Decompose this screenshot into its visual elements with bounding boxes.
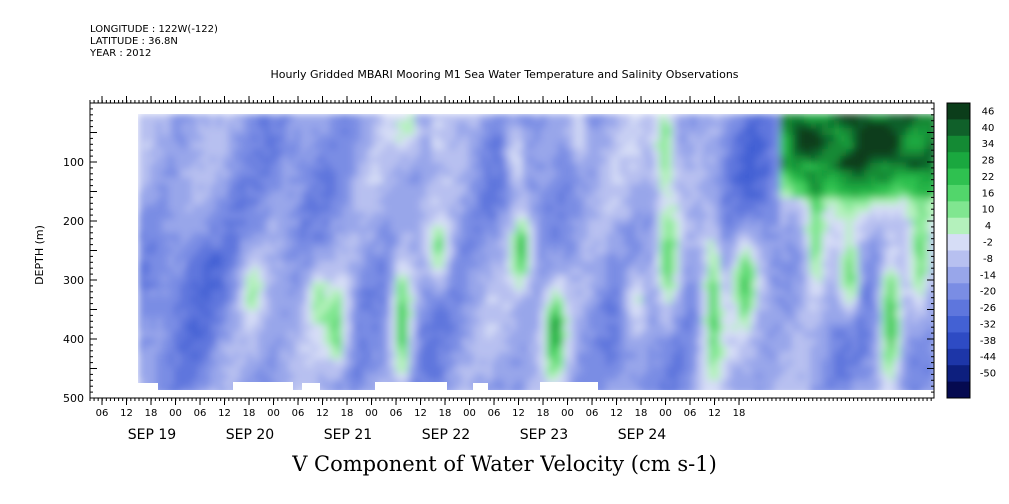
- x-hour-tick-label: 18: [439, 408, 452, 419]
- x-day-label: SEP 21: [324, 427, 372, 443]
- colorbar-label: -14: [980, 270, 996, 281]
- y-tick-label: 200: [63, 215, 84, 228]
- colorbar-label: 22: [982, 172, 995, 183]
- y-tick-label: 500: [63, 392, 84, 405]
- x-day-label: SEP 20: [226, 427, 274, 443]
- x-hour-tick-label: 00: [267, 408, 280, 419]
- colorbar-swatch: [947, 283, 970, 301]
- colorbar-swatch: [947, 217, 970, 235]
- y-tick-label: 400: [63, 333, 84, 346]
- colorbar-swatch: [947, 103, 970, 120]
- colorbar-label: -2: [983, 238, 993, 249]
- x-hour-tick-label: 12: [218, 408, 231, 419]
- x-day-label: SEP 19: [128, 427, 176, 443]
- colorbar-swatch: [947, 299, 970, 317]
- colorbar-label: 28: [982, 156, 995, 167]
- heatmap-chart: 06 12 18 00 06 12 18 00 06 12 18 00 06 12 18 00 06 12 18 00…: [33, 96, 996, 443]
- colorbar-label: -50: [980, 369, 996, 380]
- colorbar-label: 46: [982, 106, 995, 117]
- x-hour-tick-label: 12: [316, 408, 329, 419]
- colorbar-swatch: [947, 250, 970, 268]
- x-axis-title: V Component of Water Velocity (cm s-1): [292, 452, 717, 476]
- x-hour-tick-label: 12: [512, 408, 525, 419]
- colorbar-swatch: [947, 348, 970, 366]
- colorbar-label: 16: [982, 188, 995, 199]
- colorbar-swatch: [947, 152, 970, 170]
- colorbar-label: 10: [982, 205, 995, 216]
- x-hour-tick-label: 18: [243, 408, 256, 419]
- colorbar: 46 40 34 28 22 16 10 4 -2 -8 -14 -20 -26 -32 -38 -44 -50: [946, 102, 996, 399]
- x-day-label: SEP 22: [422, 427, 470, 443]
- colorbar-swatch: [947, 316, 970, 333]
- colorbar-swatch: [947, 184, 970, 202]
- x-axis: 06 12 18 00 06 12 18 00 06 12 18 00 06 12 18 00 06 12 18 00…: [89, 96, 932, 443]
- metadata-block: LONGITUDE : 122W(-122) LATITUDE : 36.8N …: [90, 24, 218, 60]
- colorbar-label: -8: [983, 254, 993, 265]
- heatmap-field: [138, 114, 934, 390]
- x-hour-tick-label: 18: [341, 408, 354, 419]
- colorbar-swatch: [947, 168, 970, 186]
- x-hour-tick-label: 06: [390, 408, 403, 419]
- x-hour-tick-label: 00: [463, 408, 476, 419]
- x-hour-tick-label: 12: [610, 408, 623, 419]
- colorbar-label: 4: [985, 221, 991, 232]
- colorbar-label: 40: [982, 123, 995, 134]
- x-hour-tick-label: 06: [586, 408, 599, 419]
- latitude-label: LATITUDE : 36.8N: [90, 36, 178, 47]
- x-hour-tick-label: 06: [684, 408, 697, 419]
- x-hour-tick-label: 12: [414, 408, 427, 419]
- x-hour-tick-label: 06: [488, 408, 501, 419]
- chart-title: Hourly Gridded MBARI Mooring M1 Sea Wate…: [270, 68, 739, 81]
- colorbar-swatch: [947, 332, 970, 350]
- colorbar-swatch: [947, 135, 970, 153]
- x-hour-tick-label: 06: [96, 408, 109, 419]
- longitude-label: LONGITUDE : 122W(-122): [90, 24, 218, 35]
- x-hour-tick-label: 00: [169, 408, 182, 419]
- x-hour-tick-label: 00: [659, 408, 672, 419]
- x-hour-tick-label: 00: [561, 408, 574, 419]
- colorbar-swatch: [947, 234, 970, 251]
- x-hour-tick-label: 12: [120, 408, 133, 419]
- colorbar-swatch: [947, 201, 970, 219]
- missing-data-notches: [138, 382, 598, 390]
- x-hour-tick-label: 06: [292, 408, 305, 419]
- y-axis-label: DEPTH (m): [33, 225, 46, 285]
- x-day-label: SEP 23: [520, 427, 568, 443]
- colorbar-swatch: [947, 365, 970, 383]
- y-axis: 100 200 300 400 500: [63, 108, 934, 405]
- colorbar-label: -26: [980, 303, 996, 314]
- x-hour-tick-label: 18: [145, 408, 158, 419]
- colorbar-label: -44: [980, 352, 996, 363]
- x-hour-tick-label: 18: [733, 408, 746, 419]
- x-hour-tick-label: 18: [635, 408, 648, 419]
- colorbar-label: -38: [980, 336, 996, 347]
- colorbar-swatch: [947, 119, 970, 137]
- colorbar-label: -32: [980, 319, 996, 330]
- y-tick-label: 300: [63, 274, 84, 287]
- colorbar-label: 34: [982, 139, 995, 150]
- x-hour-tick-label: 12: [708, 408, 721, 419]
- colorbar-label: -20: [980, 287, 996, 298]
- year-label: YEAR : 2012: [90, 48, 152, 59]
- y-tick-label: 100: [63, 156, 84, 169]
- colorbar-swatch: [947, 266, 970, 284]
- x-hour-tick-label: 00: [365, 408, 378, 419]
- x-day-label: SEP 24: [618, 427, 667, 443]
- x-hour-tick-label: 06: [194, 408, 207, 419]
- colorbar-swatch: [947, 381, 970, 399]
- x-hour-tick-label: 18: [537, 408, 550, 419]
